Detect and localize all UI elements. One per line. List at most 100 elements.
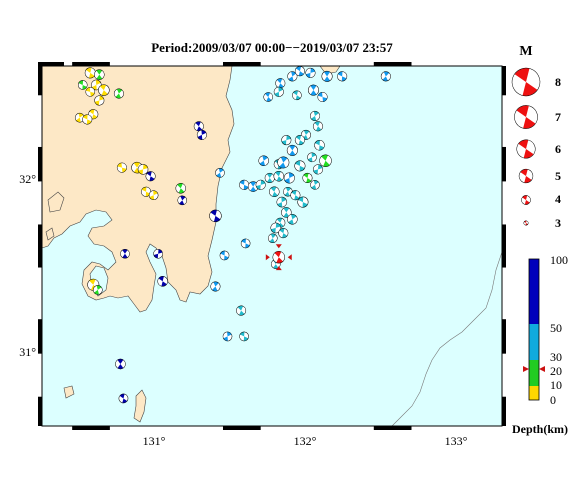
focal-mechanism <box>219 250 230 261</box>
lat-tick-label: 31° <box>19 345 36 359</box>
focal-mechanism <box>267 233 278 244</box>
depth-tick-label: 50 <box>550 321 562 335</box>
focal-mechanism <box>337 71 348 82</box>
depth-marker-icon <box>523 366 545 372</box>
focal-mechanism <box>310 180 320 190</box>
focal-mechanism <box>281 135 292 146</box>
depth-band-shallow <box>529 386 539 400</box>
focal-mechanism <box>263 92 274 102</box>
focal-mechanism <box>312 164 324 175</box>
frame-tick <box>502 224 506 268</box>
depth-band-deep <box>529 259 539 324</box>
frame-tick <box>38 319 42 354</box>
focal-mechanism <box>273 170 285 182</box>
frame-tick <box>222 62 261 66</box>
depth-scale-border <box>528 258 540 401</box>
focal-mechanism <box>120 248 130 259</box>
focal-mechanism <box>290 190 301 201</box>
magnitude-legend-label: 5 <box>555 169 561 183</box>
depth-band-mid <box>529 360 539 386</box>
magnitude-legend-symbol <box>518 168 534 184</box>
magnitude-legend-label: 3 <box>555 216 561 230</box>
focal-mechanism <box>137 164 149 175</box>
focal-mechanism <box>236 305 247 316</box>
focal-mechanism <box>321 70 333 82</box>
focal-mechanism <box>153 248 163 259</box>
focal-mechanism <box>113 88 124 99</box>
frame-tick <box>38 396 42 426</box>
focal-mechanism <box>215 167 225 178</box>
focal-mechanism <box>283 172 295 184</box>
focal-mechanism <box>278 228 289 239</box>
focal-mechanism <box>240 238 251 249</box>
focal-mechanism <box>175 183 187 194</box>
focal-mechanism <box>305 67 316 78</box>
depth-color-scale: 100 50 30 20 10 0 Depth(km) <box>512 253 568 436</box>
focal-mechanism <box>74 112 85 123</box>
focal-mechanism <box>196 129 207 140</box>
depth-tick-label: 20 <box>550 364 562 378</box>
depth-tick-label: 100 <box>550 253 568 267</box>
magnitude-legend-label: 7 <box>555 110 561 124</box>
focal-mechanism <box>277 156 290 169</box>
focal-mechanism <box>193 121 204 132</box>
focal-mechanism <box>209 209 222 223</box>
focal-mechanism <box>307 152 317 163</box>
focal-mechanism <box>312 121 324 132</box>
longitude-tick-labels: 131° 132° 133° <box>143 434 468 448</box>
highlighted-focal-mechanism <box>272 250 285 264</box>
focal-mechanism <box>309 110 321 121</box>
focal-mechanism <box>281 207 292 218</box>
depth-tick-label: 30 <box>550 350 562 364</box>
frame-tick <box>38 66 42 96</box>
focal-mechanism <box>287 214 298 225</box>
frame-tick <box>38 62 64 66</box>
focal-mechanism-layer <box>74 66 391 404</box>
magnitude-legend-symbol <box>521 195 531 205</box>
lon-tick-label: 131° <box>143 434 166 448</box>
frame-tick <box>502 146 506 182</box>
focal-mechanism <box>380 71 391 82</box>
yakushima-island <box>63 385 75 399</box>
magnitude-legend-symbol <box>523 220 529 226</box>
focal-mechanism <box>116 162 127 173</box>
focal-mechanism <box>258 155 269 167</box>
focal-mechanism <box>314 139 325 151</box>
magnitude-legend-label: 8 <box>555 75 561 89</box>
focal-mechanism <box>294 135 305 146</box>
focal-mechanism <box>157 276 168 287</box>
focal-mechanism <box>85 87 96 97</box>
focal-mechanism <box>275 78 286 89</box>
focal-mechanism <box>84 67 96 79</box>
focal-mechanism <box>239 179 250 190</box>
frame-tick <box>502 319 506 354</box>
lon-tick-label: 132° <box>294 434 317 448</box>
focal-mechanism <box>268 186 280 198</box>
focal-mechanism <box>292 90 302 101</box>
focal-mechanism <box>210 281 221 292</box>
frame-tick <box>72 426 110 430</box>
magnitude-legend-symbol <box>516 139 536 159</box>
depth-tick-label: 0 <box>550 393 556 407</box>
focal-mechanism <box>294 66 305 77</box>
focal-mechanism <box>98 84 110 96</box>
frame-tick <box>502 66 506 96</box>
magnitude-legend-symbol <box>511 67 541 97</box>
focal-mechanism <box>222 331 233 342</box>
focal-mechanism <box>115 358 126 370</box>
frame-tick <box>373 426 412 430</box>
focal-mechanism <box>118 393 129 404</box>
focal-mechanism <box>283 186 293 197</box>
magnitude-legend-symbol <box>514 105 538 129</box>
focal-mechanism <box>148 190 159 200</box>
magnitude-legend-label: 6 <box>555 142 561 156</box>
focal-mechanism <box>297 196 309 208</box>
focal-mechanism <box>94 69 105 80</box>
magnitude-legend: M 8 7 6 5 4 3 <box>511 44 561 230</box>
focal-mechanism <box>145 171 156 182</box>
lon-tick-label: 133° <box>445 434 468 448</box>
frame-tick <box>222 426 261 430</box>
depth-tick-label: 10 <box>550 378 562 392</box>
focal-mechanism <box>239 331 249 342</box>
